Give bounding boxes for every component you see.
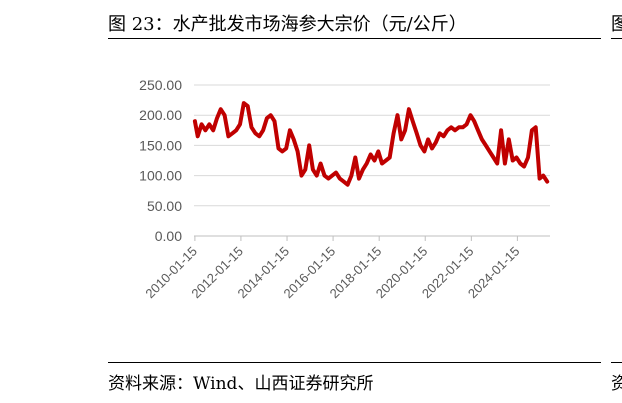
y-tick-label: 0.00 [155,228,182,244]
y-tick-label: 150.00 [139,137,182,153]
next-figure-title-fragment: 图 [611,14,622,35]
source-note: 资料来源：Wind、山西证券研究所 [108,374,374,394]
y-tick-label: 200.00 [139,107,182,123]
y-axis-ticks: 0.00 50.00 100.00 150.00 200.00 250.00 [139,77,182,244]
y-tick-label: 100.00 [139,168,182,184]
next-figure-top-rule [611,38,622,39]
series-line [192,101,550,187]
bottom-rule [108,362,601,363]
line-chart: 0.00 50.00 100.00 150.00 200.00 250.00 2010-0… [139,77,550,302]
y-tick-label: 50.00 [147,198,182,214]
next-figure-source-fragment: 资 [611,374,622,394]
y-tick-label: 250.00 [139,77,182,93]
series-group [192,101,550,187]
figure-title: 图 23：水产批发市场海参大宗价（元/公斤） [108,14,467,35]
top-rule [108,38,601,39]
gridlines [194,84,550,207]
x-axis [194,235,550,241]
next-figure-bottom-rule [611,362,622,363]
x-axis-ticks: 2010-01-152012-01-152014-01-152016-01-15… [142,244,522,302]
